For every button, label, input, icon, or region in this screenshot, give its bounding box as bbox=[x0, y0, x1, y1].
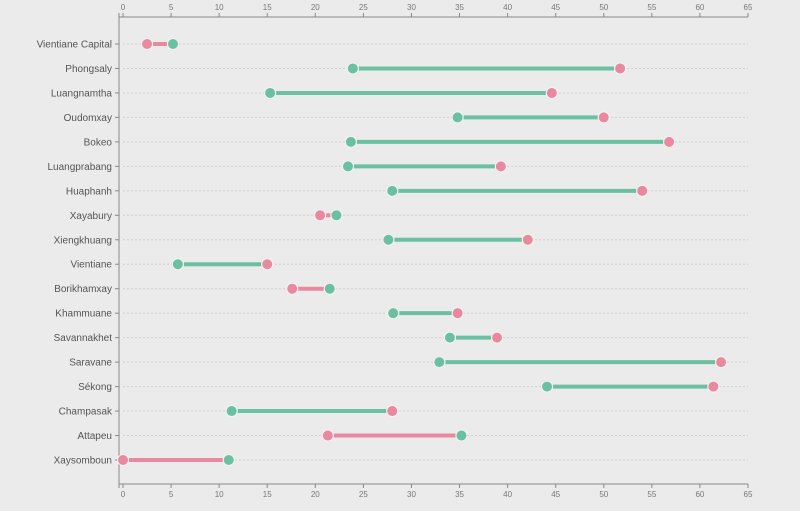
x-tick-label-top: 40 bbox=[503, 3, 512, 12]
category-label: Khammuane bbox=[55, 309, 112, 320]
green-point bbox=[330, 209, 343, 222]
x-tick-label-bottom: 0 bbox=[121, 490, 126, 499]
green-point bbox=[346, 62, 359, 75]
category-label: Borikhamxay bbox=[54, 284, 112, 295]
pink-point bbox=[636, 184, 649, 197]
pink-point bbox=[491, 331, 504, 344]
category-label: Vientiane Capital bbox=[37, 40, 112, 51]
pink-point bbox=[494, 160, 507, 173]
pink-point bbox=[321, 429, 334, 442]
pink-point bbox=[715, 356, 728, 369]
pink-point bbox=[597, 111, 610, 124]
x-tick-label-bottom: 50 bbox=[599, 490, 608, 499]
x-tick-label-top: 20 bbox=[311, 3, 320, 12]
green-point bbox=[344, 135, 357, 148]
pink-point bbox=[707, 380, 720, 393]
x-tick-label-top: 15 bbox=[263, 3, 272, 12]
x-tick-label-bottom: 40 bbox=[503, 490, 512, 499]
pink-point bbox=[314, 209, 327, 222]
green-point bbox=[382, 233, 395, 246]
pink-point bbox=[286, 282, 299, 295]
x-tick-label-bottom: 30 bbox=[407, 490, 416, 499]
x-tick-label-bottom: 45 bbox=[551, 490, 560, 499]
category-label: Xiengkhuang bbox=[54, 235, 112, 246]
green-point bbox=[264, 86, 277, 99]
green-point bbox=[541, 380, 554, 393]
pink-point bbox=[614, 62, 627, 75]
category-label: Champasak bbox=[59, 407, 113, 418]
category-label: Oudomxay bbox=[64, 113, 112, 124]
category-label: Xaysomboun bbox=[54, 456, 112, 467]
green-point bbox=[225, 405, 238, 418]
x-tick-label-bottom: 10 bbox=[215, 490, 224, 499]
pink-point bbox=[261, 258, 274, 271]
pink-point bbox=[545, 86, 558, 99]
category-label: Saravane bbox=[69, 358, 112, 369]
green-point bbox=[167, 38, 179, 50]
green-point bbox=[455, 429, 468, 442]
x-tick-label-bottom: 5 bbox=[169, 490, 174, 499]
category-label: Huaphanh bbox=[66, 186, 112, 197]
x-tick-label-top: 35 bbox=[455, 3, 464, 12]
green-point bbox=[386, 184, 399, 197]
x-tick-label-bottom: 35 bbox=[455, 490, 464, 499]
pink-point bbox=[117, 454, 129, 466]
x-tick-label-top: 50 bbox=[599, 3, 608, 12]
x-tick-label-top: 25 bbox=[359, 3, 368, 12]
green-point bbox=[342, 160, 354, 173]
pink-point bbox=[521, 233, 534, 246]
green-point bbox=[443, 331, 456, 344]
x-tick-label-top: 65 bbox=[744, 3, 753, 12]
pink-point bbox=[386, 405, 399, 418]
x-tick-label-bottom: 55 bbox=[647, 490, 656, 499]
x-tick-label-bottom: 65 bbox=[744, 490, 753, 499]
x-tick-label-top: 0 bbox=[121, 3, 126, 12]
category-label: Bokeo bbox=[84, 137, 113, 148]
x-tick-label-top: 45 bbox=[551, 3, 560, 12]
green-point bbox=[323, 282, 336, 295]
category-label: Phongsaly bbox=[65, 64, 112, 75]
x-tick-label-top: 55 bbox=[647, 3, 656, 12]
x-tick-label-bottom: 15 bbox=[263, 490, 272, 499]
x-tick-label-bottom: 25 bbox=[359, 490, 368, 499]
green-point bbox=[222, 454, 235, 466]
green-point bbox=[451, 111, 464, 124]
x-tick-label-top: 10 bbox=[215, 3, 224, 12]
pink-point bbox=[663, 135, 676, 148]
x-tick-label-bottom: 20 bbox=[311, 490, 320, 499]
pink-point bbox=[141, 38, 154, 50]
category-label: Xayabury bbox=[70, 211, 112, 222]
category-label: Savannakhet bbox=[54, 333, 113, 344]
category-label: Vientiane bbox=[70, 260, 112, 271]
green-point bbox=[171, 258, 184, 271]
green-point bbox=[433, 356, 446, 369]
pink-point bbox=[451, 307, 464, 320]
category-label: Sékong bbox=[78, 382, 112, 393]
x-tick-label-bottom: 60 bbox=[695, 490, 704, 499]
x-tick-label-top: 60 bbox=[695, 3, 704, 12]
x-tick-label-top: 30 bbox=[407, 3, 416, 12]
category-label: Attapeu bbox=[78, 431, 112, 442]
green-point bbox=[387, 307, 400, 320]
x-tick-label-top: 5 bbox=[169, 3, 174, 12]
category-label: Luangnamtha bbox=[51, 88, 113, 99]
category-label: Luangprabang bbox=[47, 162, 112, 173]
